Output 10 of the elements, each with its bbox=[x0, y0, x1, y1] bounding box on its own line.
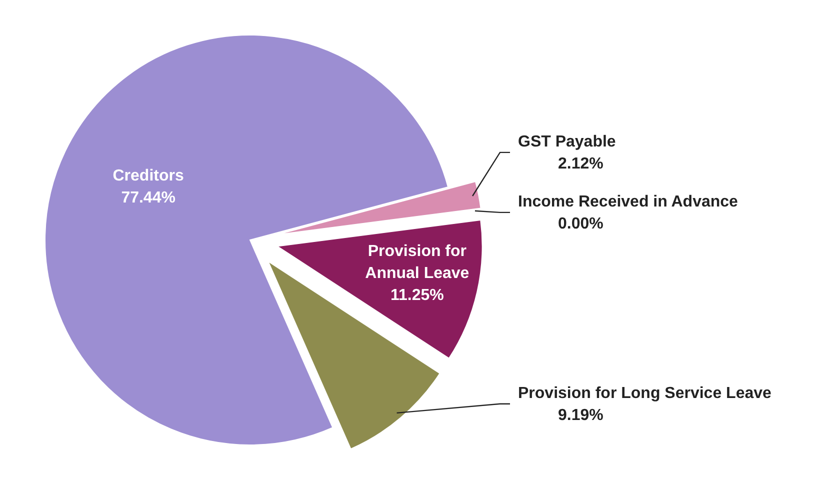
slice-label: Provision for Long Service Leave bbox=[518, 384, 772, 402]
data-label: 77.44% bbox=[121, 189, 176, 206]
data-label: 11.25% bbox=[390, 287, 444, 304]
text: 0.00% bbox=[558, 215, 604, 232]
slice-label: GST Payable bbox=[518, 133, 616, 150]
data-label: 2.12% bbox=[558, 155, 604, 172]
data-label: 9.19% bbox=[558, 406, 604, 424]
slice-label: Creditors bbox=[112, 167, 184, 184]
slice-label: Provision for Annual Leave bbox=[365, 243, 470, 282]
legend-label: Income Received in Advance bbox=[518, 193, 738, 210]
